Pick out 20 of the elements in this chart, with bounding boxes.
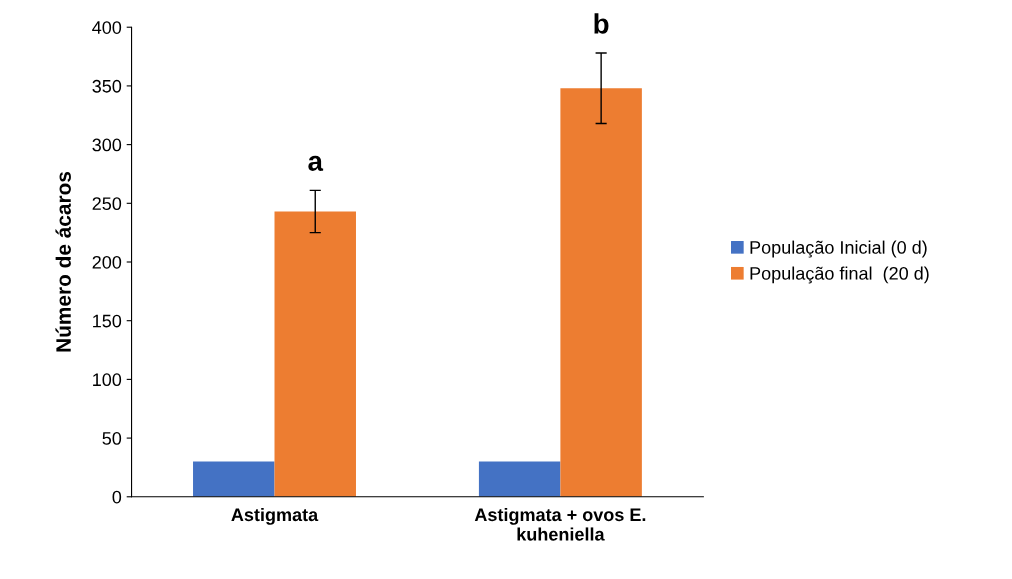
legend-label: População final (20 d) [750,266,929,284]
x-tick-label: Astigmata + ovos E. kuheniella [474,507,646,541]
x-tick-label: Astigmata [231,507,319,525]
legend-label: População Inicial (0 d) [750,240,927,258]
bar [560,88,642,497]
bar [478,461,561,497]
y-tick-label: 150 [93,314,122,328]
annotation: a [308,155,324,172]
y-tick-label: 250 [92,197,122,211]
bar [193,461,275,497]
y-tick-label: 50 [102,432,122,445]
annotation: b [594,13,609,34]
y-tick-label: 350 [92,79,122,93]
bar [274,211,356,497]
y-tick-label: 100 [93,373,122,387]
y-tick-label: 300 [92,138,122,152]
y-tick-label: 400 [92,21,122,34]
y-axis-title: Número de ácaros [55,171,71,352]
y-tick-label: 0 [112,490,122,504]
y-tick-label: 200 [92,255,122,269]
